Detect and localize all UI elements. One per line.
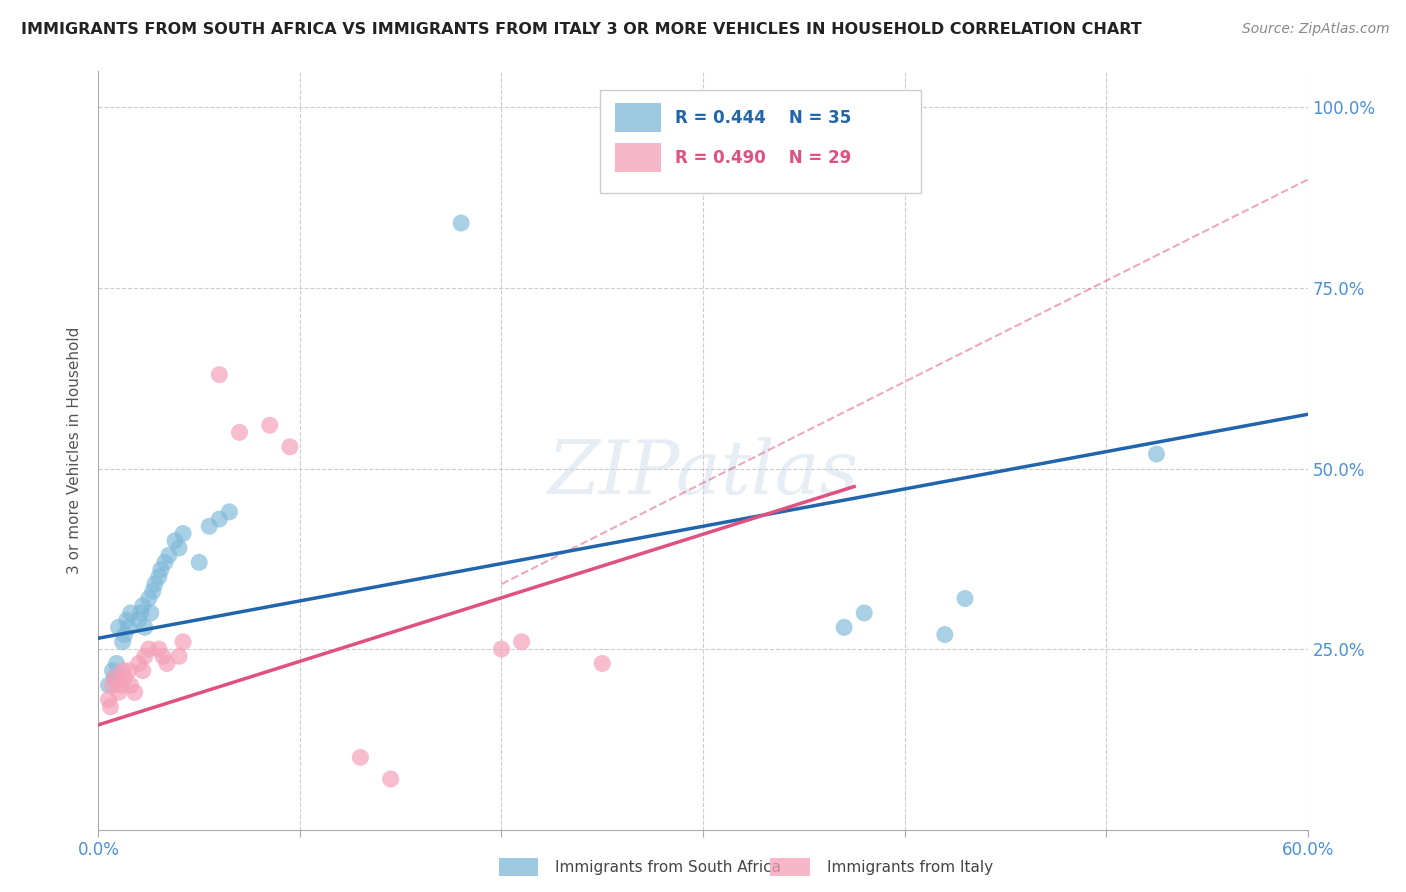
Text: R = 0.444    N = 35: R = 0.444 N = 35 xyxy=(675,109,852,127)
Point xyxy=(156,657,179,671)
Point xyxy=(139,606,162,620)
Point xyxy=(148,570,170,584)
Point xyxy=(120,606,142,620)
Point xyxy=(148,642,170,657)
Point xyxy=(349,750,371,764)
Point xyxy=(107,620,129,634)
Text: IMMIGRANTS FROM SOUTH AFRICA VS IMMIGRANTS FROM ITALY 3 OR MORE VEHICLES IN HOUS: IMMIGRANTS FROM SOUTH AFRICA VS IMMIGRAN… xyxy=(21,22,1142,37)
Text: Immigrants from South Africa: Immigrants from South Africa xyxy=(555,860,782,874)
Point xyxy=(188,555,211,569)
Point xyxy=(208,368,231,382)
Point xyxy=(198,519,221,533)
Text: Immigrants from Italy: Immigrants from Italy xyxy=(827,860,993,874)
Point xyxy=(118,620,141,634)
Point xyxy=(110,678,132,692)
Point xyxy=(138,591,160,606)
Point xyxy=(1146,447,1168,461)
Point xyxy=(118,664,141,678)
Bar xyxy=(614,144,661,172)
Text: Source: ZipAtlas.com: Source: ZipAtlas.com xyxy=(1241,22,1389,37)
Point xyxy=(115,613,138,627)
Point xyxy=(208,512,231,526)
Point xyxy=(934,627,956,641)
Point xyxy=(953,591,976,606)
Point xyxy=(152,649,174,664)
Point xyxy=(157,548,180,562)
Point xyxy=(153,555,176,569)
Point xyxy=(124,685,146,699)
Point xyxy=(167,541,190,555)
Point xyxy=(143,577,166,591)
Point xyxy=(114,627,136,641)
Point xyxy=(853,606,876,620)
Text: ZIPatlas: ZIPatlas xyxy=(547,437,859,509)
Point xyxy=(218,505,240,519)
Point xyxy=(132,664,155,678)
Y-axis label: 3 or more Vehicles in Household: 3 or more Vehicles in Household xyxy=(67,326,83,574)
Point xyxy=(278,440,301,454)
Point xyxy=(114,671,136,685)
Point xyxy=(172,526,194,541)
Point xyxy=(138,642,160,657)
Point xyxy=(111,664,134,678)
Bar xyxy=(614,103,661,132)
Point xyxy=(142,584,165,599)
Point xyxy=(105,657,128,671)
Point xyxy=(134,620,156,634)
Point xyxy=(228,425,250,440)
Point xyxy=(107,685,129,699)
Point xyxy=(832,620,855,634)
Point xyxy=(591,657,613,671)
Point xyxy=(101,664,124,678)
Point xyxy=(100,699,122,714)
Point xyxy=(510,635,533,649)
Text: R = 0.490    N = 29: R = 0.490 N = 29 xyxy=(675,149,852,167)
FancyBboxPatch shape xyxy=(600,90,921,193)
Point xyxy=(163,533,186,548)
Point xyxy=(172,635,194,649)
Point xyxy=(128,657,150,671)
Point xyxy=(132,599,155,613)
Point xyxy=(101,678,124,692)
Point xyxy=(380,772,402,786)
Point xyxy=(111,635,134,649)
Point xyxy=(259,418,281,433)
Point xyxy=(167,649,190,664)
Point xyxy=(103,671,125,685)
Point xyxy=(128,613,150,627)
Point xyxy=(149,563,172,577)
Point xyxy=(103,671,125,685)
Point xyxy=(120,678,142,692)
Point xyxy=(450,216,472,230)
Point xyxy=(129,606,152,620)
Point xyxy=(97,692,120,706)
Point xyxy=(134,649,156,664)
Point xyxy=(491,642,513,657)
Point xyxy=(97,678,120,692)
